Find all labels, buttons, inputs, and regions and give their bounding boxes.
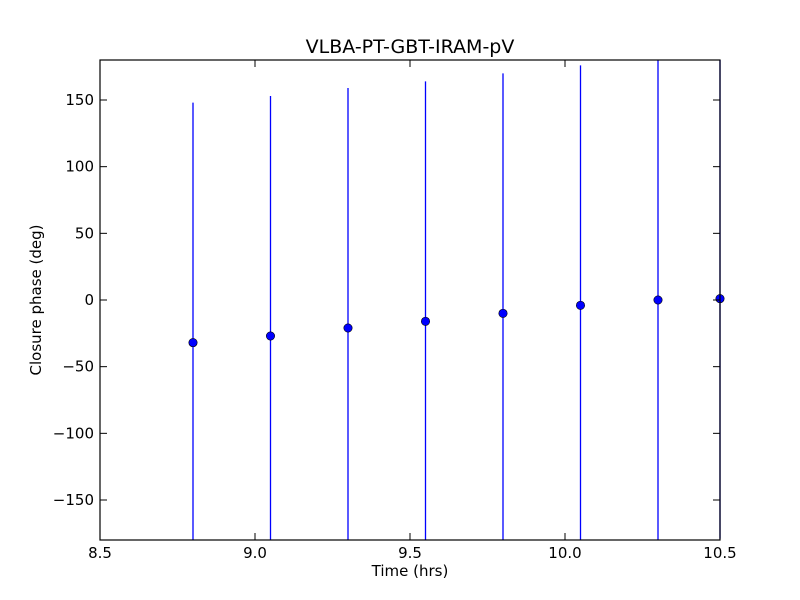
x-tick-label: 9.0	[243, 544, 267, 562]
y-tick-label: 150	[65, 91, 94, 109]
y-tick-label: −150	[53, 491, 94, 509]
data-point-0-0	[188, 338, 198, 348]
x-tick-label: 9.5	[398, 544, 422, 562]
data-point-0-1	[265, 331, 275, 341]
plot-area: 8.5 9.0 9.5 10.0 10.5 −150 −100 −50 0 50 100 150	[53, 59, 737, 562]
data-point-0-3	[420, 316, 430, 326]
y-tick-label: 100	[65, 158, 94, 176]
plot-background	[100, 60, 720, 540]
data-point-0-5	[575, 300, 585, 310]
y-tick-label: −50	[62, 358, 94, 376]
data-point-0-4	[498, 308, 508, 318]
x-axis-label: Time (hrs)	[371, 562, 449, 580]
x-tick-label: 10.0	[548, 544, 581, 562]
y-tick-label: 50	[75, 224, 94, 242]
y-tick-label: 0	[84, 291, 94, 309]
data-point-0-2	[343, 323, 353, 333]
y-tick-label: −100	[53, 424, 94, 442]
y-axis-label: Closure phase (deg)	[27, 225, 45, 376]
x-tick-label: 8.5	[88, 544, 112, 562]
chart-title: VLBA-PT-GBT-IRAM-pV	[306, 36, 515, 58]
data-point-0-6	[653, 295, 663, 305]
x-tick-label: 10.5	[703, 544, 736, 562]
